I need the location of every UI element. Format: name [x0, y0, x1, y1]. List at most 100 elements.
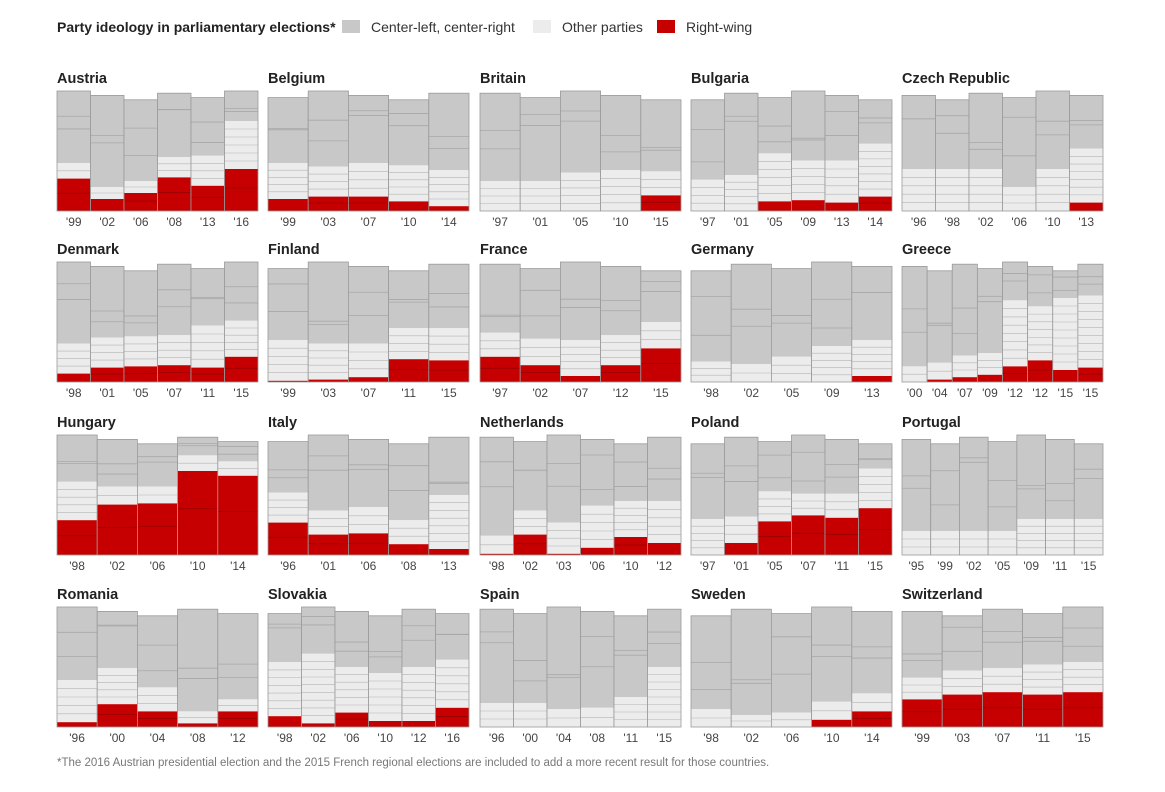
segment-center-left-right — [969, 93, 1003, 169]
bar-austria-3 — [157, 92, 192, 212]
segment-center-left-right — [224, 262, 258, 321]
bar-hungary-4 — [217, 441, 259, 556]
tick-label: '12 — [230, 731, 246, 745]
segment-right-wing — [858, 196, 892, 211]
segment-center-left-right — [640, 99, 681, 172]
panel-hungary: Hungary '98 '02 '06 '10 '14 — [56, 415, 259, 573]
bar-britain-3 — [600, 95, 642, 212]
bar-greece-3 — [976, 268, 1003, 383]
segment-right-wing — [640, 348, 681, 382]
segment-right-wing — [640, 195, 681, 211]
segment-other-parties — [57, 680, 98, 723]
segment-other-parties — [480, 332, 521, 357]
segment-right-wing — [224, 356, 258, 382]
segment-center-left-right — [57, 262, 91, 344]
bar-france-3 — [600, 265, 642, 383]
tick-label: '06 — [344, 731, 360, 745]
segment-right-wing — [851, 376, 892, 382]
segment-other-parties — [858, 468, 892, 509]
segment-right-wing — [977, 374, 1003, 382]
tick-label: '02 — [743, 731, 759, 745]
segment-other-parties — [97, 668, 138, 705]
segment-right-wing — [435, 707, 469, 727]
tick-label: '09 — [1023, 559, 1039, 573]
segment-center-left-right — [547, 435, 581, 523]
tick-label: '96 — [69, 731, 85, 745]
segment-other-parties — [480, 703, 514, 727]
segment-right-wing — [388, 359, 429, 382]
tick-label: '02 — [966, 559, 982, 573]
segment-right-wing — [191, 185, 225, 211]
bar-poland-5 — [858, 443, 893, 556]
bar-outline — [1069, 95, 1104, 212]
segment-center-left-right — [640, 270, 681, 322]
segment-right-wing — [348, 196, 389, 211]
segment-center-left-right — [731, 264, 772, 364]
segment-right-wing — [268, 522, 309, 555]
bar-greece-7 — [1077, 263, 1104, 383]
segment-center-left-right — [988, 441, 1017, 531]
segment-right-wing — [614, 537, 648, 555]
segment-other-parties — [858, 143, 892, 197]
tick-label: '98 — [703, 731, 719, 745]
segment-other-parties — [1002, 187, 1036, 211]
panel-finland: Finland '99 '03 '07 '11 '15 — [267, 242, 470, 400]
segment-right-wing — [268, 380, 309, 382]
segment-right-wing — [348, 377, 389, 382]
panel-title: Poland — [691, 415, 739, 431]
bar-belgium-2 — [347, 95, 389, 212]
segment-center-left-right — [388, 443, 429, 521]
segment-other-parties — [969, 169, 1003, 211]
segment-right-wing — [217, 475, 258, 555]
segment-center-left-right — [124, 270, 158, 337]
segment-right-wing — [57, 178, 91, 211]
segment-right-wing — [858, 508, 892, 555]
tick-label: '11 — [401, 386, 416, 400]
segment-center-left-right — [191, 268, 225, 326]
segment-other-parties — [560, 172, 601, 211]
segment-other-parties — [1045, 519, 1075, 555]
segment-right-wing — [57, 373, 91, 382]
tick-label: '02 — [532, 386, 548, 400]
tick-label: '98 — [489, 559, 505, 573]
bar-hungary-1 — [96, 438, 138, 556]
bar-britain-4 — [640, 99, 682, 212]
segment-center-left-right — [600, 95, 641, 171]
tick-label: '05 — [133, 386, 149, 400]
tick-label: '98 — [277, 731, 293, 745]
segment-other-parties — [724, 516, 758, 543]
tick-label: '13 — [1078, 215, 1094, 229]
tick-label: '11 — [1035, 731, 1050, 745]
tick-label: '06 — [133, 215, 149, 229]
segment-center-left-right — [57, 607, 98, 681]
tick-label: '14 — [867, 215, 883, 229]
segment-right-wing — [811, 719, 852, 727]
segment-center-left-right — [1022, 613, 1063, 665]
segment-other-parties — [959, 531, 989, 555]
bar-outline — [1073, 443, 1104, 556]
segment-center-left-right — [268, 268, 309, 340]
segment-center-left-right — [137, 615, 178, 688]
bar-spain-2 — [546, 606, 581, 728]
segment-other-parties — [1036, 169, 1070, 211]
tick-label: '11 — [623, 731, 638, 745]
segment-center-left-right — [513, 613, 547, 703]
tick-label: '10 — [1045, 215, 1061, 229]
bar-portugal-2 — [959, 436, 989, 556]
segment-center-left-right — [513, 441, 547, 511]
panel-romania: Romania '96 '00 '04 '08 '12 — [56, 587, 259, 745]
segment-right-wing — [480, 553, 514, 555]
legend-swatch-other — [533, 20, 551, 33]
segment-right-wing — [177, 471, 218, 555]
segment-other-parties — [268, 662, 302, 717]
segment-center-left-right — [647, 437, 681, 501]
panel-title: Netherlands — [480, 415, 564, 431]
segment-center-left-right — [614, 443, 648, 501]
panel-spain: Spain '96 '00 '04 '08 '11 '15 — [479, 587, 682, 745]
tick-label: '10 — [623, 559, 639, 573]
segment-other-parties — [851, 340, 892, 376]
panel-title: Belgium — [268, 71, 325, 87]
bar-hungary-2 — [136, 443, 178, 556]
panel-title: Czech Republic — [902, 71, 1010, 87]
bar-sweden-1 — [730, 608, 772, 728]
